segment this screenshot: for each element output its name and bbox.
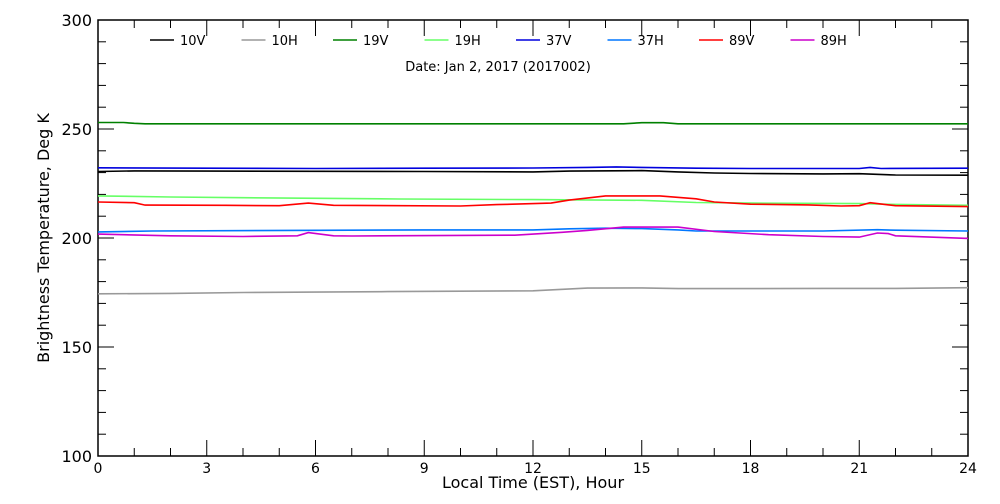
x-tick-label: 9	[420, 461, 429, 477]
series-line-89v	[97, 195, 969, 208]
plot-frame	[97, 19, 969, 457]
y-tick-labels: 100 150 200 250 300	[61, 11, 92, 466]
x-tick-label: 0	[94, 461, 103, 477]
y-tick-label: 200	[61, 229, 92, 248]
y-axis-label: Brightness Temperature, Deg K	[34, 113, 53, 363]
x-tick-label: 18	[742, 461, 760, 477]
y-tick-label: 150	[61, 338, 92, 357]
legend-label-10h: 10H	[272, 34, 298, 49]
x-tick-label: 24	[959, 461, 977, 477]
chart-title: Date: Jan 2, 2017 (2017002)	[405, 60, 591, 75]
legend-label-10v: 10V	[180, 34, 206, 49]
legend-label-19v: 19V	[363, 34, 389, 49]
series-line-10h	[97, 286, 969, 295]
y-tick-label: 100	[61, 447, 92, 466]
legend-label-89v: 89V	[729, 34, 755, 49]
series-line-37h	[97, 227, 969, 233]
y-tick-label: 300	[61, 11, 92, 30]
legend-label-19h: 19H	[455, 34, 481, 49]
series-lines	[97, 121, 969, 295]
series-line-89h	[97, 226, 969, 240]
series-line-37v	[97, 166, 969, 170]
legend-label-37h: 37H	[638, 34, 664, 49]
x-tick-label: 15	[633, 461, 651, 477]
x-tick-label: 12	[524, 461, 542, 477]
legend-label-37v: 37V	[546, 34, 572, 49]
x-tick-label: 6	[311, 461, 320, 477]
x-tick-labels: 0 3 6 9 12 15 18 21 24	[94, 461, 977, 477]
y-tick-label: 250	[61, 120, 92, 139]
x-tick-label: 3	[202, 461, 211, 477]
axis-ticks	[97, 19, 969, 457]
series-line-10v	[97, 169, 969, 176]
legend: 10V 10H 19V 19H 37V 37H 89V 89H	[150, 34, 847, 49]
x-axis-label: Local Time (EST), Hour	[442, 473, 624, 492]
legend-label-89h: 89H	[821, 34, 847, 49]
series-line-19h	[97, 195, 969, 207]
x-tick-label: 21	[850, 461, 868, 477]
series-line-19v	[98, 121, 968, 125]
